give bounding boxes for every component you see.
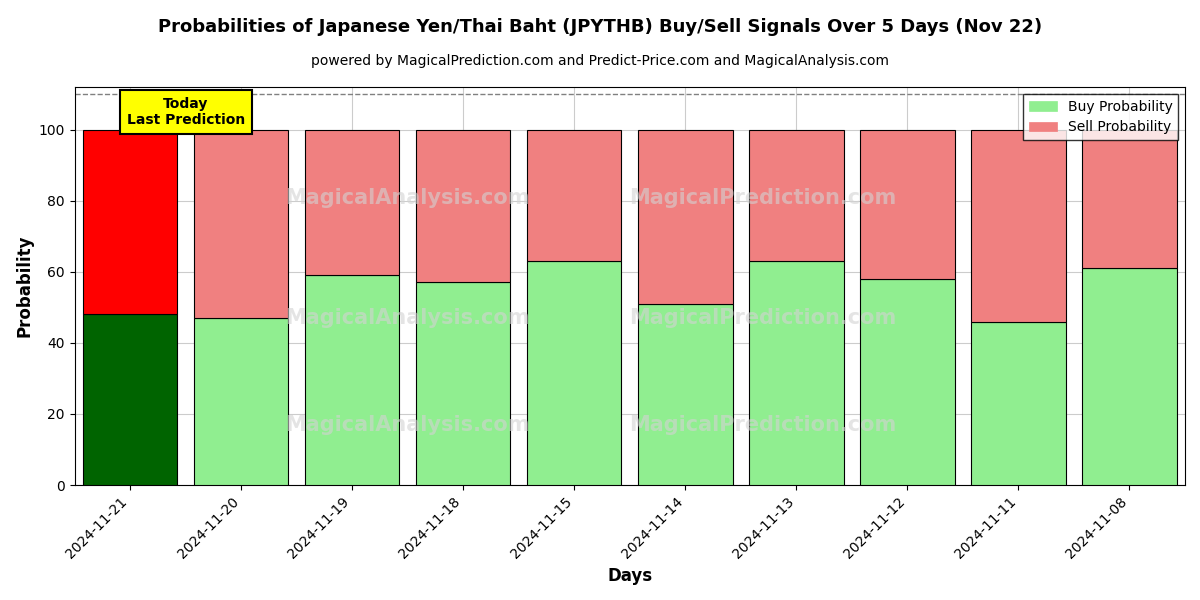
Bar <box>638 304 732 485</box>
Bar <box>971 322 1066 485</box>
Text: Today
Last Prediction: Today Last Prediction <box>126 97 245 127</box>
Bar <box>638 130 732 304</box>
Bar <box>416 130 510 283</box>
Text: MagicalAnalysis.com: MagicalAnalysis.com <box>286 308 530 328</box>
Bar <box>305 130 400 275</box>
Bar <box>1082 268 1177 485</box>
Bar <box>83 314 178 485</box>
Text: MagicalPrediction.com: MagicalPrediction.com <box>630 188 896 208</box>
Bar <box>194 130 288 318</box>
Bar <box>194 318 288 485</box>
X-axis label: Days: Days <box>607 567 653 585</box>
Bar <box>749 130 844 261</box>
Text: MagicalPrediction.com: MagicalPrediction.com <box>630 308 896 328</box>
Text: powered by MagicalPrediction.com and Predict-Price.com and MagicalAnalysis.com: powered by MagicalPrediction.com and Pre… <box>311 54 889 68</box>
Y-axis label: Probability: Probability <box>16 235 34 337</box>
Text: MagicalPrediction.com: MagicalPrediction.com <box>630 415 896 436</box>
Bar <box>416 283 510 485</box>
Bar <box>527 130 622 261</box>
Bar <box>749 261 844 485</box>
Bar <box>83 130 178 314</box>
Bar <box>971 130 1066 322</box>
Text: Probabilities of Japanese Yen/Thai Baht (JPYTHB) Buy/Sell Signals Over 5 Days (N: Probabilities of Japanese Yen/Thai Baht … <box>158 18 1042 36</box>
Legend: Buy Probability, Sell Probability: Buy Probability, Sell Probability <box>1024 94 1178 140</box>
Text: MagicalAnalysis.com: MagicalAnalysis.com <box>286 415 530 436</box>
Bar <box>527 261 622 485</box>
Bar <box>1082 130 1177 268</box>
Bar <box>305 275 400 485</box>
Bar <box>860 279 955 485</box>
Bar <box>860 130 955 279</box>
Text: MagicalAnalysis.com: MagicalAnalysis.com <box>286 188 530 208</box>
